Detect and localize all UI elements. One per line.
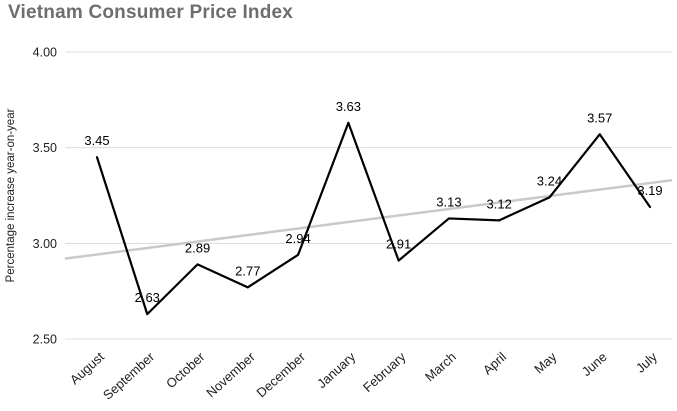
x-axis-tick-label: July bbox=[633, 349, 661, 376]
x-axis-tick-label: April bbox=[480, 349, 509, 378]
data-point-label: 3.19 bbox=[637, 183, 662, 198]
chart-title: Vietnam Consumer Price Index bbox=[8, 2, 294, 23]
data-point-label: 3.57 bbox=[587, 110, 612, 125]
y-axis-tick-label: 3.50 bbox=[33, 141, 57, 155]
y-axis-title: Percentage increase year-on-year bbox=[5, 108, 17, 282]
data-point-label: 2.77 bbox=[235, 263, 260, 278]
x-axis-tick-label: December bbox=[253, 349, 308, 401]
x-axis-tick-label: March bbox=[422, 349, 459, 384]
data-series-line bbox=[95, 121, 652, 316]
data-point-label: 3.13 bbox=[436, 194, 461, 209]
data-point-label: 2.91 bbox=[386, 237, 411, 252]
data-point-label: 3.63 bbox=[336, 99, 361, 114]
y-axis-tick-label: 2.50 bbox=[33, 333, 57, 347]
data-point-label: 2.89 bbox=[185, 240, 210, 255]
data-point-label: 2.94 bbox=[285, 231, 310, 246]
x-axis-tick-label: September bbox=[100, 349, 158, 403]
data-point-label: 2.63 bbox=[135, 290, 160, 305]
x-axis-tick-label: November bbox=[203, 349, 258, 401]
data-point-label: 3.45 bbox=[84, 133, 109, 148]
x-axis-tick-label: October bbox=[163, 349, 208, 392]
x-axis-tick-label: August bbox=[67, 349, 107, 387]
x-axis-tick-label: May bbox=[531, 349, 560, 377]
y-axis-tick-label: 3.00 bbox=[33, 237, 57, 251]
x-axis-tick-label: February bbox=[360, 349, 409, 395]
x-axis-tick-label: June bbox=[579, 349, 610, 379]
x-axis-tick-label: January bbox=[314, 349, 359, 391]
trendline bbox=[64, 178, 673, 260]
y-axis-tick-label: 4.00 bbox=[33, 46, 57, 60]
data-point-label: 3.12 bbox=[487, 196, 512, 211]
data-point-label: 3.24 bbox=[537, 173, 562, 188]
